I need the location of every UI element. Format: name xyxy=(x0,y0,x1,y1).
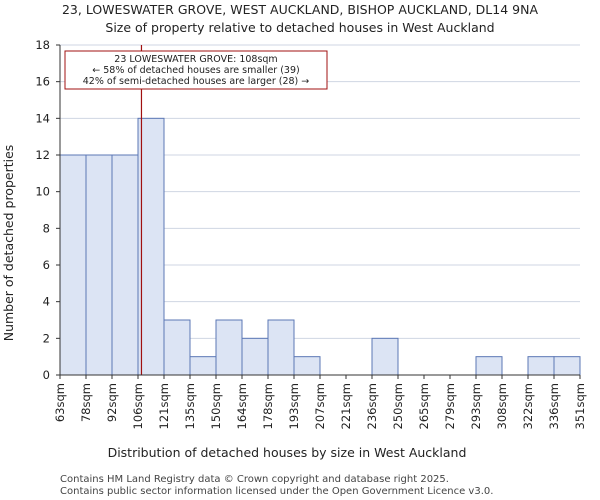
x-tick-label: 135sqm xyxy=(183,383,197,429)
y-tick-label: 16 xyxy=(35,75,50,89)
footer-line-2: Contains public sector information licen… xyxy=(60,486,493,497)
bar-236sqm xyxy=(371,337,399,376)
y-axis-ticks: 0 2 4 6 8 10 12 14 16 18 xyxy=(35,38,60,382)
x-tick-label: 193sqm xyxy=(287,383,301,429)
y-tick-label: 8 xyxy=(43,221,50,235)
chart-subtitle: Size of property relative to detached ho… xyxy=(105,20,494,35)
x-tick-label: 207sqm xyxy=(313,383,327,429)
y-tick-label: 4 xyxy=(43,295,50,309)
y-tick-label: 18 xyxy=(35,38,50,52)
bar-336sqm xyxy=(553,356,581,376)
y-tick-label: 12 xyxy=(35,148,50,162)
y-tick-label: 2 xyxy=(43,331,50,345)
annotation-line-3: 42% of semi-detached houses are larger (… xyxy=(83,76,310,87)
x-tick-label: 63sqm xyxy=(53,383,67,422)
y-tick-label: 0 xyxy=(43,368,50,382)
x-tick-label: 336sqm xyxy=(547,383,561,429)
bar-78sqm xyxy=(85,154,113,376)
y-tick-label: 6 xyxy=(43,258,50,272)
x-tick-label: 150sqm xyxy=(209,383,223,429)
x-axis-ticks: 63sqm 78sqm 92sqm 106sqm 121sqm 135sqm 150sqm 1… xyxy=(53,375,587,429)
bar-106sqm xyxy=(137,117,165,376)
bars-group xyxy=(59,117,581,376)
x-tick-label: 265sqm xyxy=(417,383,431,429)
x-tick-label: 178sqm xyxy=(261,383,275,429)
bar-121sqm xyxy=(163,319,191,376)
bar-293sqm xyxy=(475,356,503,376)
y-tick-label: 10 xyxy=(35,185,50,199)
x-tick-label: 293sqm xyxy=(469,383,483,429)
x-tick-label: 78sqm xyxy=(79,383,93,422)
bar-92sqm xyxy=(111,154,139,376)
bar-135sqm xyxy=(189,356,217,376)
y-axis-label: Number of detached properties xyxy=(1,145,16,342)
annotation-border xyxy=(64,50,328,90)
bar-178sqm xyxy=(267,319,295,376)
x-tick-label: 92sqm xyxy=(105,383,119,422)
annotation-box: 23 LOWESWATER GROVE: 108sqm ← 58% of det… xyxy=(64,50,328,90)
x-axis-label: Distribution of detached houses by size … xyxy=(108,445,467,460)
x-tick-label: 351sqm xyxy=(573,383,587,429)
x-tick-label: 164sqm xyxy=(235,383,249,429)
x-tick-label: 106sqm xyxy=(131,383,145,429)
x-tick-label: 308sqm xyxy=(495,383,509,429)
annotation-line-2: ← 58% of detached houses are smaller (39… xyxy=(92,65,299,76)
bar-322sqm xyxy=(527,356,555,376)
y-tick-label: 14 xyxy=(35,111,50,125)
x-tick-label: 279sqm xyxy=(443,383,457,429)
chart-title: 23, LOWESWATER GROVE, WEST AUCKLAND, BIS… xyxy=(62,2,538,17)
x-tick-label: 221sqm xyxy=(339,383,353,429)
footer-line-1: Contains HM Land Registry data © Crown c… xyxy=(60,474,449,485)
bar-193sqm xyxy=(293,356,321,376)
bar-150sqm xyxy=(215,319,243,376)
x-tick-label: 121sqm xyxy=(157,383,171,429)
x-tick-label: 250sqm xyxy=(391,383,405,429)
bar-164sqm xyxy=(241,337,269,376)
x-tick-label: 322sqm xyxy=(521,383,535,429)
x-tick-label: 236sqm xyxy=(365,383,379,429)
annotation-line-1: 23 LOWESWATER GROVE: 108sqm xyxy=(114,54,277,65)
bar-63sqm xyxy=(59,154,87,376)
